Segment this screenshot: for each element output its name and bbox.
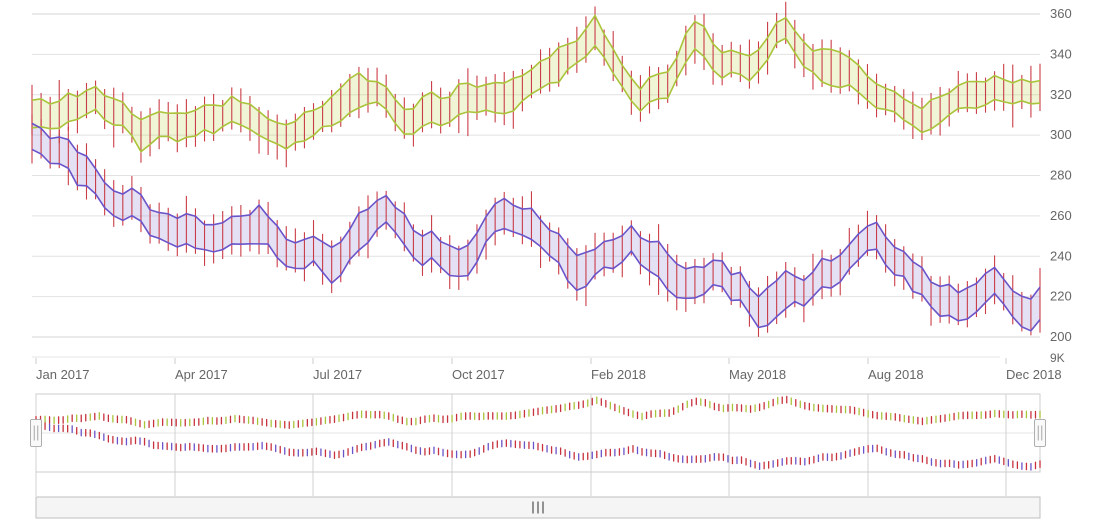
svg-text:360: 360 (1050, 6, 1072, 21)
svg-text:280: 280 (1050, 168, 1072, 183)
svg-text:220: 220 (1050, 289, 1072, 304)
svg-text:Jul 2017: Jul 2017 (313, 367, 362, 382)
svg-text:340: 340 (1050, 46, 1072, 61)
svg-text:Feb 2018: Feb 2018 (591, 367, 646, 382)
svg-text:320: 320 (1050, 87, 1072, 102)
svg-text:Aug 2018: Aug 2018 (868, 367, 924, 382)
svg-text:260: 260 (1050, 208, 1072, 223)
svg-text:200: 200 (1050, 329, 1072, 344)
svg-text:9K: 9K (1050, 351, 1065, 365)
svg-text:May 2018: May 2018 (729, 367, 786, 382)
svg-text:Dec 2018: Dec 2018 (1006, 367, 1062, 382)
svg-text:Apr 2017: Apr 2017 (175, 367, 228, 382)
svg-text:Oct 2017: Oct 2017 (452, 367, 505, 382)
svg-text:300: 300 (1050, 127, 1072, 142)
svg-text:240: 240 (1050, 248, 1072, 263)
svg-text:Jan 2017: Jan 2017 (36, 367, 90, 382)
